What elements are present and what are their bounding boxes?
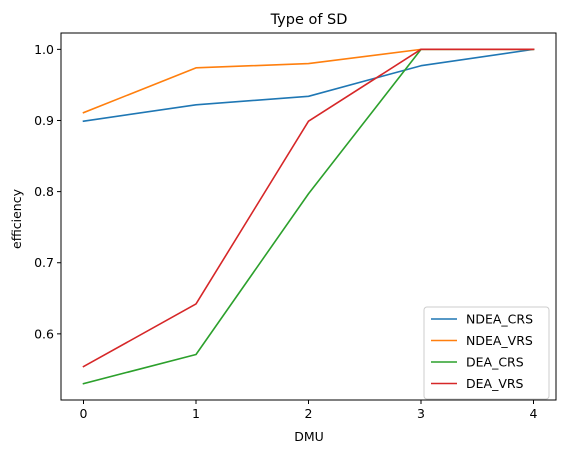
legend-label: DEA_VRS bbox=[466, 376, 524, 391]
x-tick-label: 3 bbox=[417, 406, 425, 421]
y-tick-label: 0.8 bbox=[34, 184, 54, 199]
legend-label: NDEA_VRS bbox=[466, 333, 533, 348]
y-tick-label: 0.6 bbox=[34, 326, 54, 341]
y-tick-label: 0.7 bbox=[34, 255, 54, 270]
series-line-ndea-crs bbox=[82, 48, 535, 123]
y-axis-title: efficiency bbox=[9, 188, 24, 249]
x-tick-label: 0 bbox=[80, 406, 88, 421]
legend-label: DEA_CRS bbox=[466, 355, 524, 370]
series-layer bbox=[82, 48, 535, 385]
y-axis-ticks: 0.6 0.7 0.8 0.9 1.0 bbox=[34, 42, 61, 341]
x-tick-label: 2 bbox=[305, 406, 313, 421]
y-tick-label: 1.0 bbox=[34, 42, 54, 57]
chart-title: Type of SD bbox=[270, 12, 348, 28]
x-tick-label: 4 bbox=[530, 406, 538, 421]
legend-box bbox=[423, 306, 550, 400]
x-tick-label: 1 bbox=[192, 406, 200, 421]
legend: NDEA_CRS NDEA_VRS DEA_CRS DEA_VRS bbox=[423, 306, 550, 400]
series-line-dea-vrs bbox=[82, 48, 535, 368]
x-axis-ticks: 0 1 2 3 4 bbox=[80, 400, 538, 421]
y-tick-label: 0.9 bbox=[34, 113, 54, 128]
legend-label: NDEA_CRS bbox=[466, 312, 533, 327]
x-axis-title: DMU bbox=[294, 429, 324, 444]
